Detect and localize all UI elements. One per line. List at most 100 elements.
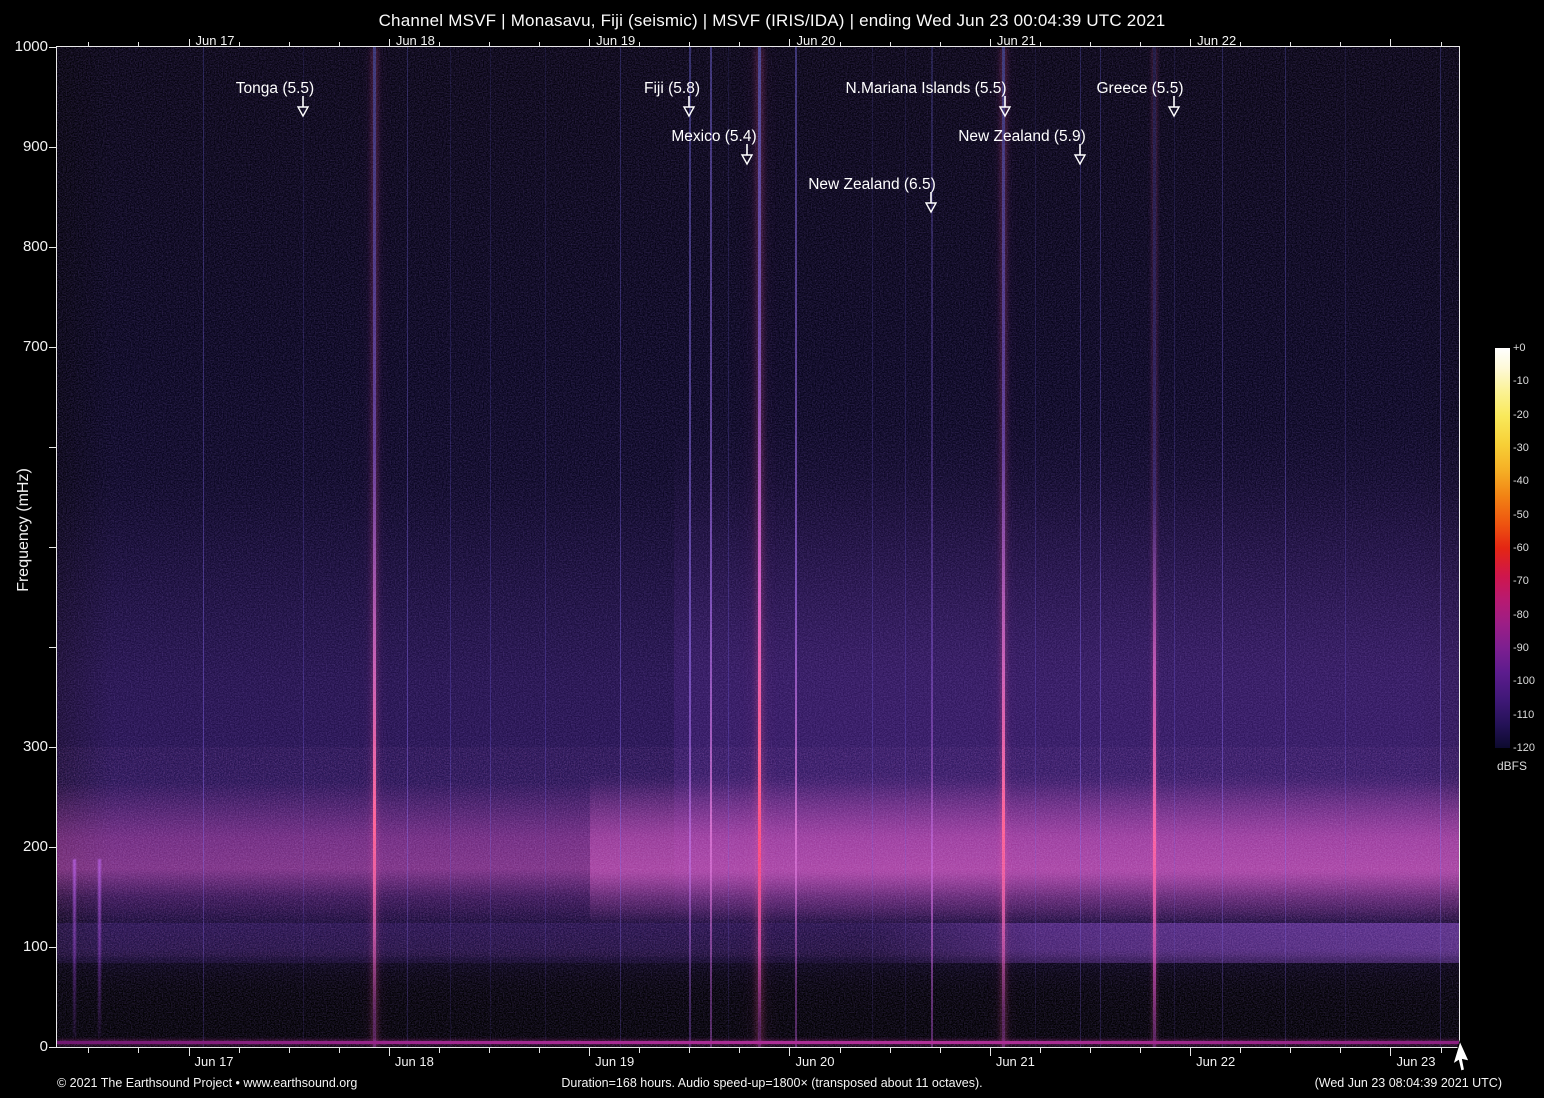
- x-tick-top: [1240, 42, 1242, 47]
- x-tick-top: [639, 42, 641, 47]
- event-streak: [1035, 47, 1036, 1047]
- x-tick-bottom: [989, 1048, 991, 1056]
- earthquake-annotation-label: Mexico (5.4): [671, 128, 757, 145]
- down-arrow-icon: [924, 192, 938, 219]
- x-tick-top: [1440, 42, 1442, 47]
- x-tick-top: [288, 42, 290, 47]
- x-tick-bottom: [939, 1048, 941, 1053]
- x-tick-top: [889, 42, 891, 47]
- colorbar-tick-label: -30: [1513, 441, 1529, 454]
- x-label-top: Jun 20: [796, 33, 836, 48]
- x-tick-top: [989, 39, 991, 47]
- x-tick-top: [689, 42, 691, 47]
- y-tick-label: 700: [22, 338, 48, 355]
- event-streak: [450, 47, 451, 1047]
- x-tick-bottom: [689, 1048, 691, 1053]
- event-streak: [710, 47, 712, 1047]
- x-label-top: Jun 22: [1197, 33, 1237, 48]
- y-tick: [49, 347, 57, 348]
- x-tick-top: [138, 42, 140, 47]
- footer-render-time: (Wed Jun 23 08:04:39 2021 UTC): [1314, 1076, 1502, 1090]
- colorbar-tick-label: -120: [1513, 741, 1536, 754]
- x-tick-bottom: [739, 1048, 741, 1053]
- x-tick-top: [789, 39, 791, 47]
- x-label-top: Jun 18: [395, 33, 435, 48]
- down-arrow-icon: [1167, 96, 1181, 123]
- event-streak: [905, 47, 906, 1047]
- x-tick-top: [238, 42, 240, 47]
- x-tick-bottom: [1089, 1048, 1091, 1053]
- x-tick-bottom: [1290, 1048, 1292, 1053]
- x-label-bottom: Jun 17: [194, 1054, 234, 1069]
- down-arrow-icon: [296, 96, 310, 123]
- event-streak: [872, 47, 873, 1047]
- x-label-bottom: Jun 21: [995, 1054, 1035, 1069]
- event-streak: [728, 47, 729, 1047]
- x-tick-top: [939, 42, 941, 47]
- x-tick-top: [1340, 42, 1342, 47]
- x-tick-bottom: [589, 1048, 591, 1056]
- y-tick: [49, 147, 57, 148]
- down-arrow-icon: [998, 96, 1012, 123]
- event-streak: [407, 47, 408, 1047]
- event-streak: [1174, 47, 1175, 1047]
- event-streak: [1345, 47, 1346, 1047]
- y-tick: [49, 1047, 57, 1048]
- event-streak: [1222, 47, 1223, 1047]
- x-tick-top: [488, 42, 490, 47]
- microseism-band-right: [589, 773, 1459, 925]
- x-tick-bottom: [88, 1048, 90, 1053]
- colorbar-tick-label: -100: [1513, 675, 1536, 688]
- x-tick-bottom: [1440, 1048, 1442, 1053]
- colorbar-tick-label: -90: [1513, 641, 1529, 654]
- y-tick: [49, 247, 57, 248]
- x-tick-top: [338, 42, 340, 47]
- earthquake-annotation-label: N.Mariana Islands (5.5): [845, 80, 1007, 97]
- down-arrow-icon: [682, 96, 696, 123]
- y-tick: [49, 47, 57, 48]
- x-tick-bottom: [438, 1048, 440, 1053]
- footer-copyright: © 2021 The Earthsound Project • www.eart…: [57, 1076, 358, 1090]
- event-streak: [795, 47, 797, 1047]
- x-tick-bottom: [889, 1048, 891, 1053]
- y-tick-label: 0: [39, 1038, 48, 1055]
- event-streak: [1153, 47, 1156, 1047]
- footer-duration: Duration=168 hours. Audio speed-up=1800×…: [561, 1076, 983, 1090]
- x-label-bottom: Jun 18: [394, 1054, 434, 1069]
- event-streak: [490, 47, 491, 1047]
- x-tick-bottom: [288, 1048, 290, 1053]
- x-tick-top: [739, 42, 741, 47]
- colorbar-tick-label: -80: [1513, 608, 1529, 621]
- x-tick-top: [1390, 39, 1392, 47]
- colorbar-unit-label: dBFS: [1497, 759, 1528, 773]
- event-streak: [1285, 47, 1286, 1047]
- zero-hz-line: [57, 1041, 1459, 1044]
- colorbar-tick-label: -50: [1513, 508, 1529, 521]
- event-streak: [303, 47, 304, 1047]
- event-streak: [73, 859, 76, 1037]
- event-streak: [620, 47, 621, 1047]
- x-tick-bottom: [238, 1048, 240, 1053]
- down-arrow-icon: [740, 144, 754, 171]
- x-tick-bottom: [1340, 1048, 1342, 1053]
- x-tick-top: [1290, 42, 1292, 47]
- x-tick-top: [388, 39, 390, 47]
- colorbar-tick-label: -60: [1513, 541, 1529, 554]
- page-title: Channel MSVF | Monasavu, Fiji (seismic) …: [378, 11, 1166, 30]
- y-tick: [49, 547, 57, 548]
- x-tick-top: [539, 42, 541, 47]
- x-tick-bottom: [488, 1048, 490, 1053]
- y-tick-label: 100: [22, 938, 48, 955]
- x-tick-bottom: [1390, 1048, 1392, 1056]
- down-arrow-icon: [1073, 144, 1087, 171]
- x-tick-bottom: [639, 1048, 641, 1053]
- x-tick-bottom: [338, 1048, 340, 1053]
- x-tick-bottom: [539, 1048, 541, 1053]
- y-tick-label: 800: [22, 238, 48, 255]
- colorbar-tick-label: +0: [1513, 342, 1526, 354]
- event-streak: [1100, 47, 1101, 1047]
- x-label-bottom: Jun 22: [1196, 1054, 1236, 1069]
- x-tick-bottom: [188, 1048, 190, 1056]
- x-tick-bottom: [388, 1048, 390, 1056]
- x-tick-bottom: [1240, 1048, 1242, 1053]
